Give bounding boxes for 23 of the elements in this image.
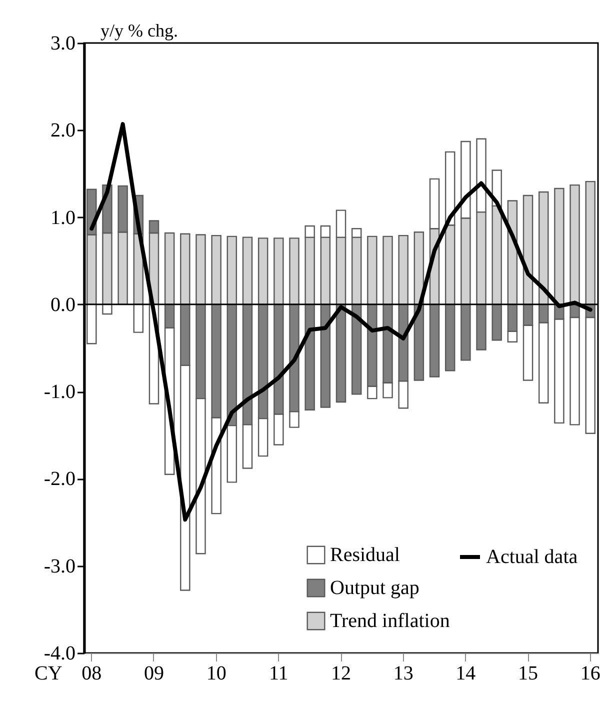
y-tick-label: 1.0 [50, 206, 76, 229]
x-tick-label: 08 [82, 662, 102, 684]
y-axis-title: y/y % chg. [100, 20, 178, 40]
legend-label: Trend inflation [330, 610, 450, 632]
y-tick-label: -2.0 [44, 468, 76, 490]
x-tick-label: 11 [269, 662, 288, 684]
x-tick-label: 12 [331, 662, 351, 684]
x-tick-label: 14 [456, 662, 476, 684]
x-axis-title: CY [34, 662, 62, 684]
x-tick-label: 09 [144, 662, 164, 684]
x-tick-label: 10 [206, 662, 226, 684]
x-tick-label: 13 [393, 662, 414, 684]
y-tick-label: -1.0 [44, 381, 76, 404]
x-tick-label: 15 [518, 662, 538, 684]
y-tick-label: -4.0 [44, 642, 76, 664]
legend-label: Output gap [330, 577, 420, 599]
legend-label: Actual data [486, 546, 578, 568]
y-tick-label: 2.0 [50, 120, 76, 142]
x-tick-label: 16 [580, 662, 600, 684]
y-tick-label: 3.0 [50, 32, 76, 54]
y-tick-label: -3.0 [44, 555, 76, 578]
y-tick-label: 0.0 [50, 294, 76, 316]
legend-label: Residual [330, 544, 400, 566]
